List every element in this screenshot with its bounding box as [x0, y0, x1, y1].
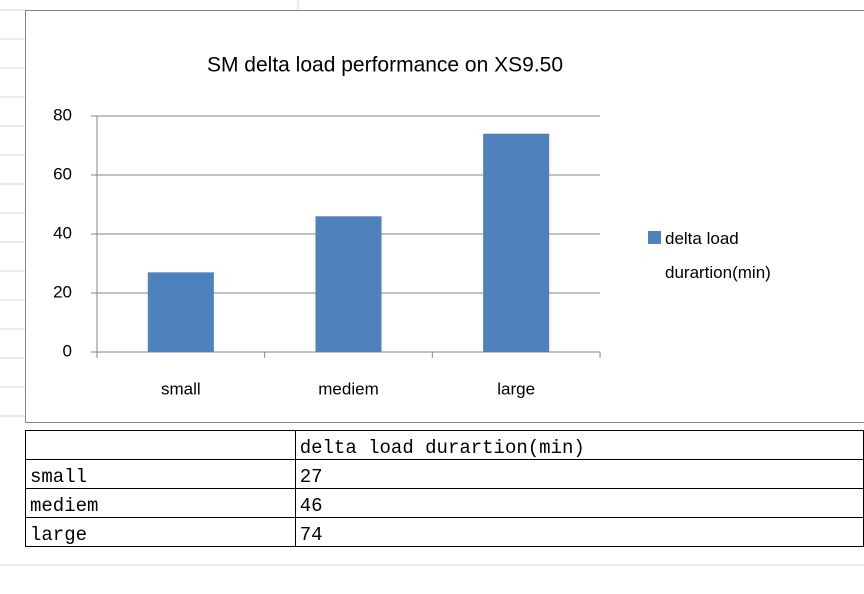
table-cell: small [25, 459, 296, 489]
x-tick-label: small [161, 379, 201, 398]
table-cell [25, 430, 296, 460]
chart-border [25, 10, 864, 423]
legend-label: delta load durartion(min) [665, 229, 771, 282]
table-cell: 46 [294, 488, 864, 518]
y-tick-label: 40 [53, 223, 72, 242]
bar [147, 272, 214, 352]
bar [315, 216, 382, 352]
table-cell: large [25, 517, 296, 547]
bar [483, 133, 550, 352]
table-cell: 74 [294, 517, 864, 547]
table-header: delta load durartion(min) [294, 430, 864, 460]
sheet-grid [0, 0, 864, 566]
y-tick-label: 0 [63, 341, 72, 360]
y-tick-label: 80 [53, 105, 72, 124]
table-cell: mediem [25, 488, 296, 518]
chart-title: SM delta load performance on XS9.50 [207, 54, 563, 77]
x-tick-label: mediem [318, 379, 378, 398]
legend-swatch [648, 231, 661, 244]
y-tick-label: 20 [53, 282, 72, 301]
x-tick-label: large [497, 379, 535, 398]
table-cell: 27 [294, 459, 864, 489]
y-tick-label: 60 [53, 164, 72, 183]
data-table: delta load durartion(min) small 27 mediem… [25, 430, 864, 547]
